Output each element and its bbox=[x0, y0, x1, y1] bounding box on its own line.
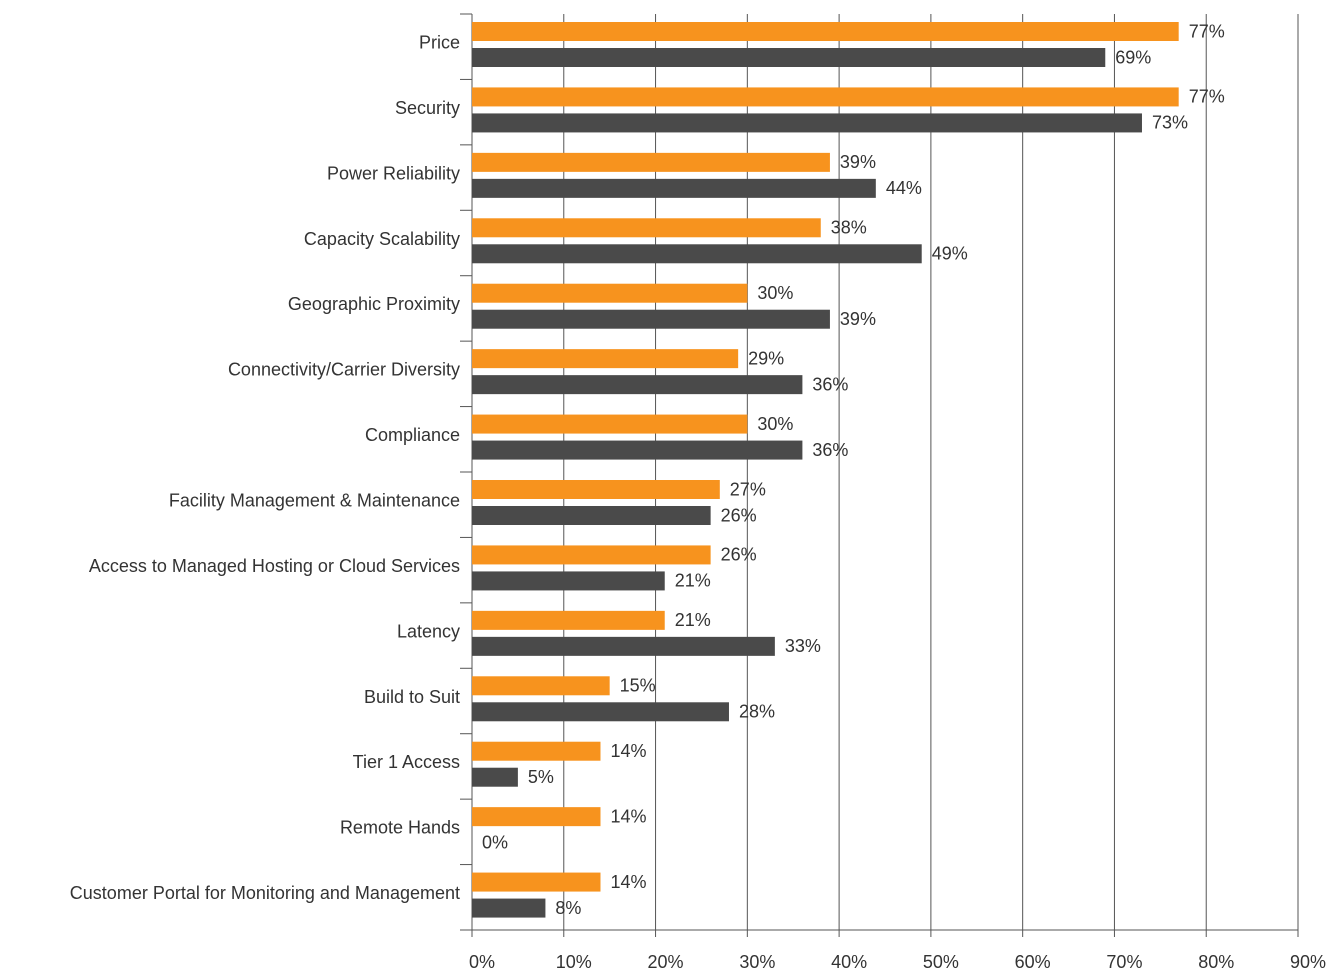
x-tick-label: 80% bbox=[1198, 952, 1234, 972]
bar bbox=[472, 898, 546, 918]
bar bbox=[472, 506, 711, 525]
bar bbox=[472, 309, 830, 329]
bar bbox=[472, 244, 922, 264]
bar bbox=[472, 676, 610, 696]
category-label: Price bbox=[419, 32, 460, 52]
bar bbox=[472, 48, 1106, 67]
bar bbox=[472, 571, 665, 591]
category-label: Customer Portal for Monitoring and Manag… bbox=[70, 883, 460, 903]
value-label: 0% bbox=[482, 832, 508, 852]
category-label: Power Reliability bbox=[327, 163, 460, 183]
category-label: Geographic Proximity bbox=[288, 294, 460, 314]
value-label: 5% bbox=[528, 767, 554, 787]
bar bbox=[472, 375, 803, 395]
x-tick-label: 70% bbox=[1106, 952, 1142, 972]
value-label: 27% bbox=[730, 479, 766, 499]
value-label: 36% bbox=[812, 440, 848, 460]
category-label: Capacity Scalability bbox=[304, 229, 460, 249]
bar bbox=[472, 113, 1142, 133]
value-label: 36% bbox=[812, 374, 848, 394]
bar bbox=[472, 178, 876, 198]
x-tick-label: 50% bbox=[923, 952, 959, 972]
value-label: 15% bbox=[620, 676, 656, 696]
value-label: 33% bbox=[785, 636, 821, 656]
bar bbox=[472, 283, 748, 303]
value-label: 39% bbox=[840, 152, 876, 172]
bar bbox=[472, 610, 665, 630]
value-label: 21% bbox=[675, 571, 711, 591]
bar bbox=[472, 87, 1179, 107]
category-label: Build to Suit bbox=[364, 687, 460, 707]
value-label: 8% bbox=[555, 898, 581, 918]
value-label: 44% bbox=[886, 178, 922, 198]
value-label: 29% bbox=[748, 348, 784, 368]
bar bbox=[472, 414, 748, 434]
bar bbox=[472, 807, 601, 827]
category-label: Connectivity/Carrier Diversity bbox=[228, 360, 460, 380]
bar bbox=[472, 349, 739, 369]
category-label: Tier 1 Access bbox=[353, 752, 460, 772]
value-label: 28% bbox=[739, 702, 775, 722]
x-tick-label: 40% bbox=[831, 952, 867, 972]
x-tick-label: 30% bbox=[739, 952, 775, 972]
value-label: 14% bbox=[610, 741, 646, 761]
value-label: 77% bbox=[1189, 87, 1225, 107]
value-label: 73% bbox=[1152, 113, 1188, 133]
value-label: 21% bbox=[675, 610, 711, 630]
bar bbox=[472, 872, 601, 892]
bar bbox=[472, 545, 711, 565]
bar bbox=[472, 741, 601, 761]
bar bbox=[472, 152, 830, 172]
value-label: 49% bbox=[932, 244, 968, 264]
value-label: 69% bbox=[1115, 47, 1151, 67]
category-label: Compliance bbox=[365, 425, 460, 445]
bar bbox=[472, 22, 1179, 41]
bar bbox=[472, 636, 775, 656]
x-tick-label: 20% bbox=[648, 952, 684, 972]
value-label: 39% bbox=[840, 309, 876, 329]
category-label: Remote Hands bbox=[340, 818, 460, 838]
value-label: 14% bbox=[610, 806, 646, 826]
value-label: 30% bbox=[757, 283, 793, 303]
category-label: Facility Management & Maintenance bbox=[169, 490, 460, 510]
value-label: 30% bbox=[757, 414, 793, 434]
bar bbox=[472, 702, 729, 722]
category-label: Security bbox=[395, 98, 460, 118]
bar bbox=[472, 480, 720, 499]
category-label: Access to Managed Hosting or Cloud Servi… bbox=[89, 556, 460, 576]
value-label: 26% bbox=[721, 545, 757, 565]
bar bbox=[472, 218, 821, 238]
category-label: Latency bbox=[397, 621, 460, 641]
value-label: 77% bbox=[1189, 21, 1225, 41]
bar bbox=[472, 767, 518, 787]
value-label: 38% bbox=[831, 218, 867, 238]
x-tick-label: 60% bbox=[1015, 952, 1051, 972]
x-tick-label: 0% bbox=[469, 952, 495, 972]
bar bbox=[472, 440, 803, 460]
x-tick-label: 10% bbox=[556, 952, 592, 972]
x-tick-label: 90% bbox=[1290, 952, 1326, 972]
value-label: 26% bbox=[721, 505, 757, 525]
value-label: 14% bbox=[610, 872, 646, 892]
